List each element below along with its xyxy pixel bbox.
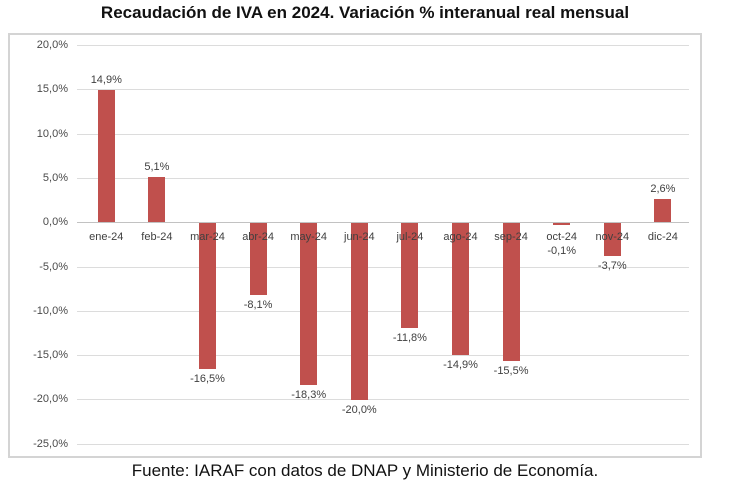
gridline	[77, 355, 689, 357]
bar	[148, 177, 166, 223]
gridline	[77, 399, 689, 401]
bar-value-label: 2,6%	[650, 183, 676, 196]
bar-value-label: -15,5%	[493, 364, 529, 377]
bar-value-label: -0,1%	[547, 245, 577, 258]
category-label: abr-24	[242, 231, 274, 244]
bar-value-label: -3,7%	[597, 259, 627, 272]
bar	[199, 223, 216, 370]
category-label: oct-24	[546, 231, 577, 244]
gridline	[77, 133, 689, 135]
bar	[249, 223, 267, 295]
category-label: ago-24	[443, 231, 478, 244]
bar	[97, 90, 115, 223]
bar	[401, 223, 419, 328]
bar	[553, 223, 571, 225]
category-label: ene-24	[89, 231, 124, 244]
bar	[603, 223, 621, 256]
category-label: nov-24	[595, 231, 630, 244]
gridline	[77, 310, 689, 312]
y-tick-label: -10,0%	[33, 304, 68, 317]
bar	[502, 223, 520, 361]
y-tick-label: -15,0%	[33, 349, 68, 362]
category-label: jul-24	[396, 231, 424, 244]
y-tick-label: 5,0%	[42, 171, 68, 184]
gridline	[77, 443, 689, 445]
bar-value-label: -20,0%	[341, 404, 377, 417]
y-tick-label: -25,0%	[33, 437, 68, 450]
bar-value-label: -14,9%	[443, 359, 478, 372]
category-label: dic-24	[647, 231, 678, 244]
bar	[300, 223, 318, 386]
y-tick-label: 10,0%	[36, 127, 68, 140]
category-label: may-24	[290, 231, 328, 244]
bar-value-label: -8,1%	[243, 298, 273, 311]
bar-value-label: 14,9%	[90, 74, 122, 87]
y-tick-label: 15,0%	[36, 83, 68, 96]
plot-area: 20,0% 15,0% 10,0% 5,0% 0,0% -5,0% -10,0% -15,0%…	[8, 33, 702, 458]
bar-value-label: -16,5%	[190, 373, 225, 386]
y-tick-label: 20,0%	[36, 39, 68, 51]
gridline	[77, 45, 689, 46]
category-label: sep-24	[494, 231, 528, 244]
bar-value-label: 5,1%	[144, 161, 170, 173]
bar	[452, 223, 469, 356]
zero-axis-line	[77, 222, 689, 224]
bar-value-label: -11,8%	[392, 331, 427, 344]
y-tick-label: -5,0%	[39, 260, 68, 273]
bar	[654, 199, 672, 223]
gridline	[77, 89, 689, 91]
category-label: mar-24	[190, 231, 225, 244]
y-tick-label: -20,0%	[33, 393, 68, 406]
bar	[350, 223, 368, 401]
bar-value-label: -18,3%	[291, 389, 327, 402]
source-caption: Fuente: IARAF con datos de DNAP y Minist…	[131, 461, 599, 480]
y-tick-label: 0,0%	[42, 216, 68, 229]
chart-title: Recaudación de IVA en 2024. Variación % …	[100, 3, 630, 22]
gridline	[77, 266, 689, 268]
category-label: jun-24	[344, 231, 375, 244]
category-label: feb-24	[141, 231, 173, 244]
gridline	[77, 177, 689, 179]
